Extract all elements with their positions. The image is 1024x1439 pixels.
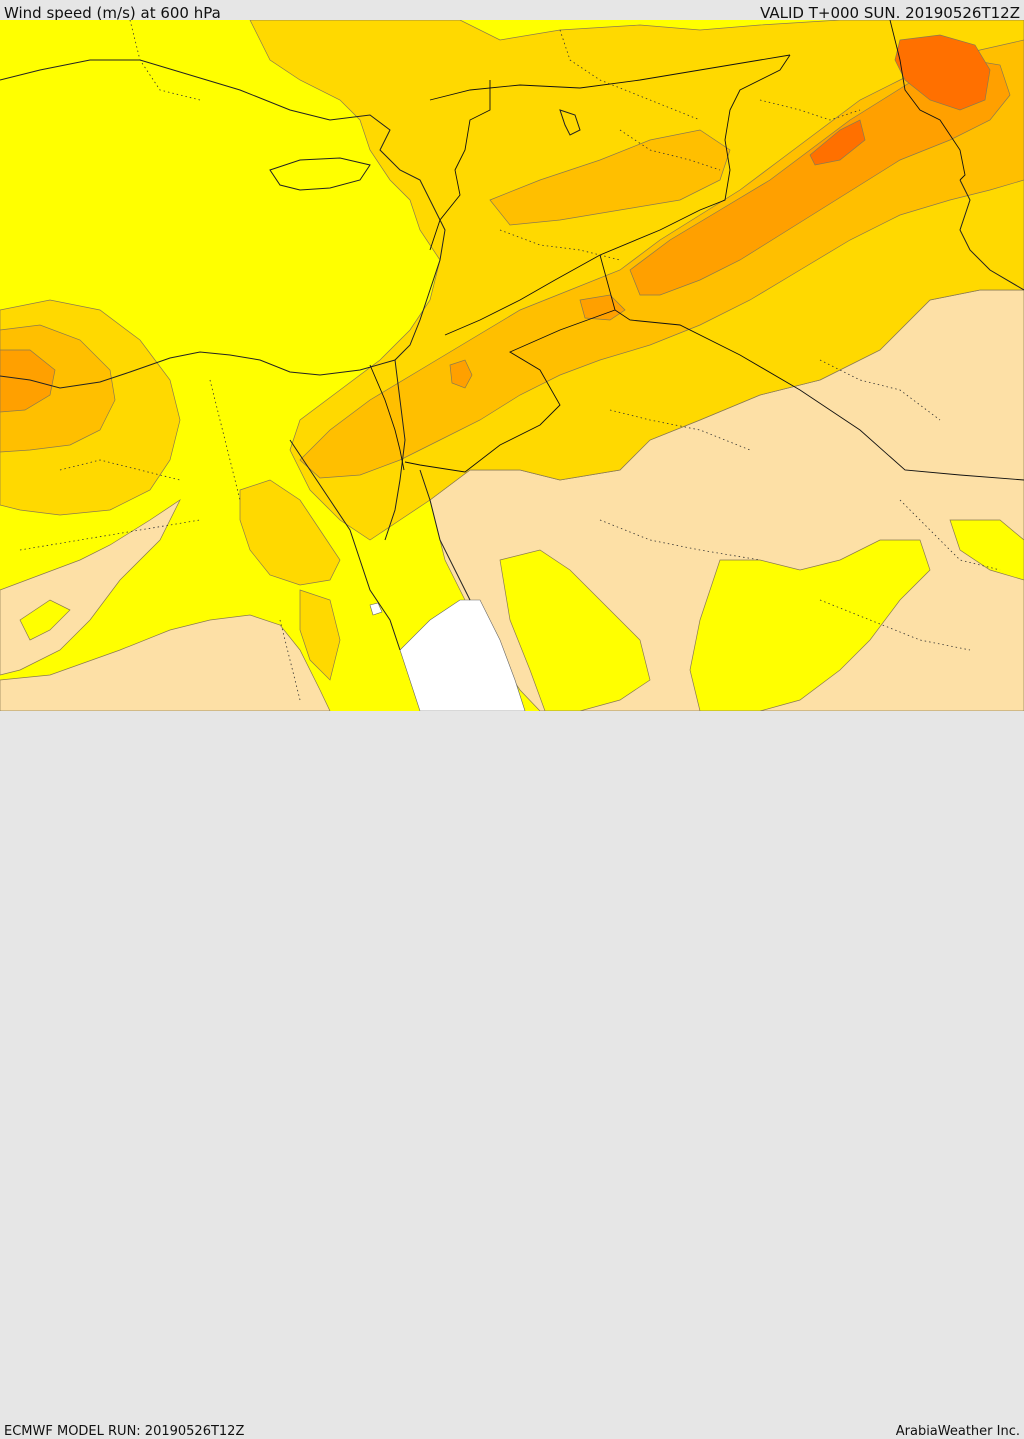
map-title: Wind speed (m/s) at 600 hPa xyxy=(4,4,221,22)
valid-time: VALID T+000 SUN. 20190526T12Z xyxy=(760,4,1020,22)
wind-speed-map[interactable] xyxy=(0,20,1024,711)
high-wind-region xyxy=(0,59,1011,413)
coastlines xyxy=(0,59,1024,651)
header-bar: Wind speed (m/s) at 600 hPa VALID T+000 … xyxy=(0,0,1024,22)
footer-bar: ECMWF MODEL RUN: 20190526T12Z ArabiaWeat… xyxy=(0,711,1024,1439)
province-boundaries xyxy=(19,20,1001,701)
highest-wind-region xyxy=(809,34,991,166)
model-run: ECMWF MODEL RUN: 20190526T12Z xyxy=(4,1424,245,1439)
no-data-islet xyxy=(369,602,383,616)
credit-text: ArabiaWeather Inc. xyxy=(895,1424,1020,1439)
country-borders xyxy=(369,20,1024,481)
no-data-area xyxy=(399,599,526,711)
yellow-patches xyxy=(19,519,1024,711)
